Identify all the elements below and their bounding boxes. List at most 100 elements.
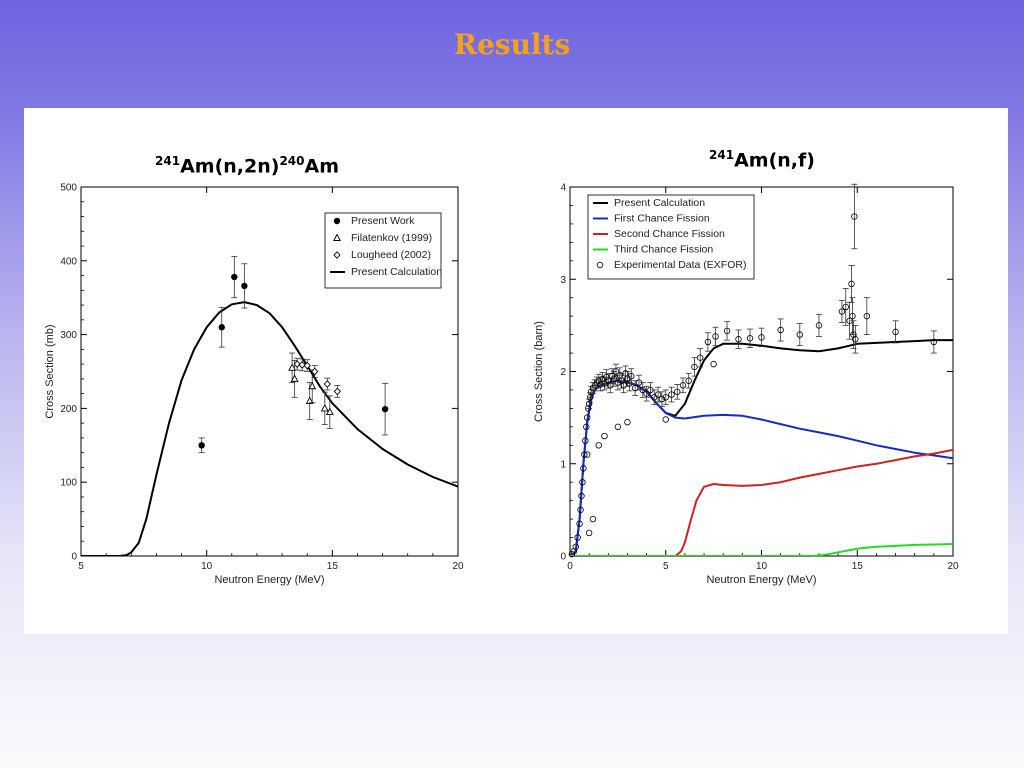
- data-point: [584, 414, 591, 421]
- data-point: [614, 423, 622, 431]
- data-point: [583, 423, 590, 431]
- y-tick-label: 200: [60, 404, 77, 415]
- legend-symbol: [596, 261, 604, 269]
- data-point: [231, 273, 238, 281]
- title-isotope: 241: [709, 148, 735, 162]
- data-point: [589, 515, 597, 523]
- x-tick-label: 0: [567, 561, 573, 572]
- series-experimental-data-exfor-: [568, 183, 938, 558]
- legend-label: Present Calculation: [614, 197, 705, 209]
- plot-area: [81, 301, 458, 556]
- data-point: [685, 377, 692, 384]
- data-point: [735, 336, 742, 343]
- data-point: [581, 451, 588, 458]
- legend: Present Work Filatenkov (1999) Lougheed (2…: [324, 212, 442, 289]
- data-point: [848, 280, 855, 288]
- data-point: [710, 360, 717, 368]
- legend-label: Experimental Data (EXFOR): [614, 259, 746, 271]
- data-point: [842, 303, 849, 311]
- data-point: [863, 312, 871, 320]
- series-filatenkov-1999-: [288, 352, 334, 429]
- data-point: [578, 492, 585, 500]
- title-isotope-2: 240: [279, 154, 305, 168]
- data-point: [704, 338, 712, 346]
- title-product: Am: [304, 155, 340, 178]
- legend-symbol: [333, 217, 341, 225]
- data-point: [849, 312, 856, 320]
- x-axis-label: Neutron Energy (MeV): [214, 574, 324, 586]
- title-isotope-1: 241: [155, 154, 181, 168]
- y-tick-label: 500: [60, 183, 77, 194]
- data-point: [587, 388, 595, 395]
- data-point: [616, 371, 623, 379]
- legend-symbol: [333, 233, 341, 241]
- data-point: [572, 543, 579, 550]
- y-tick-label: 1: [560, 459, 566, 470]
- data-point: [241, 282, 248, 290]
- data-point: [697, 354, 704, 361]
- legend-label: Second Chance Fission: [614, 228, 725, 240]
- legend-label: Present Work: [351, 215, 415, 227]
- title-reaction: Am(n,2n): [180, 155, 280, 178]
- data-point: [639, 386, 646, 394]
- data-point: [593, 379, 601, 386]
- x-tick-label: 5: [78, 561, 84, 572]
- data-point: [662, 394, 669, 401]
- data-point: [758, 334, 765, 341]
- data-point: [574, 534, 581, 541]
- data-point: [658, 395, 666, 403]
- x-tick-label: 15: [852, 561, 864, 572]
- y-tick-label: 3: [560, 275, 566, 286]
- legend-box: [587, 194, 755, 280]
- data-point: [712, 333, 719, 340]
- y-axis-label: Cross Section (mb): [44, 324, 56, 418]
- data-point: [723, 327, 731, 335]
- data-point: [892, 328, 899, 336]
- y-tick-label: 300: [60, 330, 77, 341]
- data-point: [576, 520, 583, 527]
- series-line-present-calculation: [81, 301, 458, 556]
- series-line-first-chance-fission: [570, 379, 953, 556]
- data-point: [620, 382, 627, 389]
- data-point: [643, 390, 650, 397]
- data-point: [852, 336, 859, 343]
- legend-label: Filatenkov (1999): [351, 232, 432, 244]
- chart-title-am-nf: 241Am(n,f): [709, 148, 815, 171]
- legend-box: [324, 212, 442, 289]
- data-point: [381, 405, 389, 413]
- chart-title-am-n2n: 241Am(n,2n)240Am: [155, 154, 339, 177]
- plot-frame: [80, 186, 459, 557]
- data-point: [580, 465, 587, 472]
- data-point: [218, 324, 225, 331]
- content-panel: 241Am(n,2n)240Am 241Am(n,f): [24, 108, 1008, 634]
- data-point: [612, 368, 620, 375]
- legend-label: Third Chance Fission: [614, 244, 713, 256]
- data-point: [305, 396, 314, 404]
- y-tick-label: 4: [560, 183, 566, 194]
- data-point: [325, 407, 334, 416]
- legend-symbol: [333, 251, 341, 259]
- legend-label: First Chance Fission: [614, 213, 710, 225]
- series-lougheed-2002-: [293, 357, 341, 398]
- data-point: [311, 367, 319, 376]
- data-point: [668, 391, 675, 398]
- x-tick-label: 5: [663, 561, 669, 572]
- data-point: [777, 326, 784, 334]
- series-line-second-chance-fission: [570, 448, 953, 556]
- y-tick-label: 0: [71, 552, 77, 563]
- x-tick-label: 10: [201, 561, 213, 572]
- data-point: [585, 400, 593, 407]
- data-point: [584, 451, 591, 458]
- data-point: [320, 403, 329, 412]
- x-tick-label: 10: [756, 561, 768, 572]
- legend-label: Lougheed (2002): [351, 249, 431, 261]
- data-point: [293, 360, 301, 368]
- y-axis-label: Cross Section (barn): [533, 321, 545, 422]
- data-point: [838, 308, 846, 315]
- data-point: [595, 442, 602, 449]
- data-point: [851, 213, 858, 220]
- data-point: [333, 387, 341, 396]
- title-reaction: Am(n,f): [734, 149, 815, 172]
- data-point: [930, 338, 938, 346]
